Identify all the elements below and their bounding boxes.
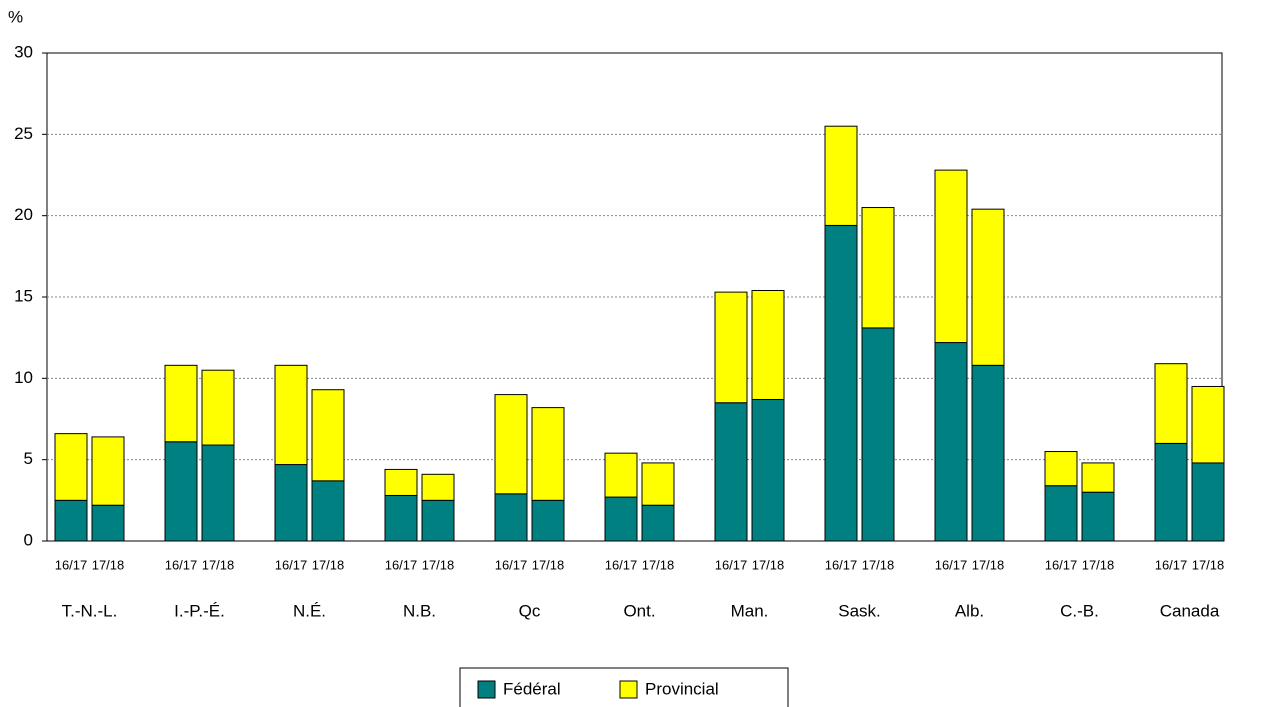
bar-segment: [824, 125, 858, 226]
bar-segment: [934, 169, 968, 344]
group-label: N.B.: [403, 601, 436, 620]
x-tick-label: 16/17: [825, 557, 858, 572]
x-tick-label: 17/18: [752, 557, 785, 572]
bar-segment: [311, 389, 345, 482]
y-tick-label: 0: [24, 530, 33, 549]
x-tick-label: 17/18: [422, 557, 455, 572]
bar-segment: [201, 444, 235, 542]
group-label: I.-P.-É.: [174, 601, 225, 620]
y-tick-label: 15: [14, 286, 33, 305]
x-tick-label: 17/18: [972, 557, 1005, 572]
legend-label: Fédéral: [503, 679, 561, 698]
bar-segment: [934, 342, 968, 542]
y-tick-label: 20: [14, 205, 33, 224]
x-tick-label: 16/17: [605, 557, 638, 572]
x-tick-label: 17/18: [1082, 557, 1115, 572]
bar-segment: [531, 499, 565, 542]
x-tick-label: 17/18: [202, 557, 235, 572]
x-tick-label: 17/18: [642, 557, 675, 572]
bar-segment: [91, 436, 125, 506]
x-tick-label: 16/17: [935, 557, 968, 572]
y-tick-label: 10: [14, 368, 33, 387]
bar-segment: [714, 291, 748, 404]
legend-swatch: [477, 680, 496, 699]
bar-segment: [971, 364, 1005, 542]
bar-segment: [274, 364, 308, 466]
bar-segment: [1044, 451, 1078, 487]
y-tick-label: 30: [14, 42, 33, 61]
y-tick-label: 5: [24, 449, 33, 468]
bar-segment: [604, 496, 638, 542]
bar-segment: [91, 504, 125, 542]
bar-segment: [971, 208, 1005, 366]
bar-segment: [494, 493, 528, 542]
bar-segment: [1154, 442, 1188, 542]
group-label: Ont.: [623, 601, 655, 620]
group-label: Man.: [731, 601, 769, 620]
bar-segment: [421, 499, 455, 542]
bar-segment: [164, 364, 198, 443]
bar-segment: [714, 402, 748, 542]
x-tick-label: 17/18: [1192, 557, 1225, 572]
bar-segment: [1081, 462, 1115, 493]
x-tick-label: 17/18: [532, 557, 565, 572]
bar-segment: [1081, 491, 1115, 542]
bar-segment: [311, 480, 345, 542]
bar-segment: [861, 327, 895, 542]
bar-segment: [531, 407, 565, 501]
group-label: Sask.: [838, 601, 881, 620]
x-tick-label: 17/18: [312, 557, 345, 572]
bar-segment: [164, 441, 198, 542]
y-axis-label: %: [8, 7, 23, 26]
x-tick-label: 16/17: [1155, 557, 1188, 572]
bar-segment: [54, 499, 88, 542]
bar-segment: [201, 369, 235, 446]
group-label: T.-N.-L.: [62, 601, 118, 620]
bar-segment: [274, 464, 308, 542]
bar-segment: [604, 452, 638, 498]
bar-segment: [54, 433, 88, 501]
group-label: C.-B.: [1060, 601, 1099, 620]
bar-segment: [751, 398, 785, 542]
bar-segment: [1044, 485, 1078, 542]
x-tick-label: 17/18: [92, 557, 125, 572]
bar-segment: [824, 224, 858, 542]
x-tick-label: 16/17: [715, 557, 748, 572]
x-tick-label: 16/17: [1045, 557, 1078, 572]
x-tick-label: 16/17: [275, 557, 308, 572]
legend-label: Provincial: [645, 679, 719, 698]
group-label: N.É.: [293, 601, 326, 620]
x-tick-label: 16/17: [55, 557, 88, 572]
bar-segment: [1191, 385, 1225, 464]
bar-segment: [641, 462, 675, 506]
bar-segment: [384, 468, 418, 496]
y-tick-label: 25: [14, 124, 33, 143]
bar-segment: [384, 494, 418, 542]
bar-segment: [1154, 363, 1188, 444]
bar-segment: [1191, 462, 1225, 542]
x-tick-label: 16/17: [495, 557, 528, 572]
bar-segment: [861, 207, 895, 329]
group-label: Canada: [1160, 601, 1220, 620]
legend-swatch: [619, 680, 638, 699]
group-label: Alb.: [955, 601, 984, 620]
bar-segment: [641, 504, 675, 542]
x-tick-label: 16/17: [165, 557, 198, 572]
group-label: Qc: [519, 601, 541, 620]
x-tick-label: 16/17: [385, 557, 418, 572]
bar-segment: [421, 473, 455, 501]
bar-segment: [494, 394, 528, 495]
bar-segment: [751, 289, 785, 400]
x-tick-label: 17/18: [862, 557, 895, 572]
